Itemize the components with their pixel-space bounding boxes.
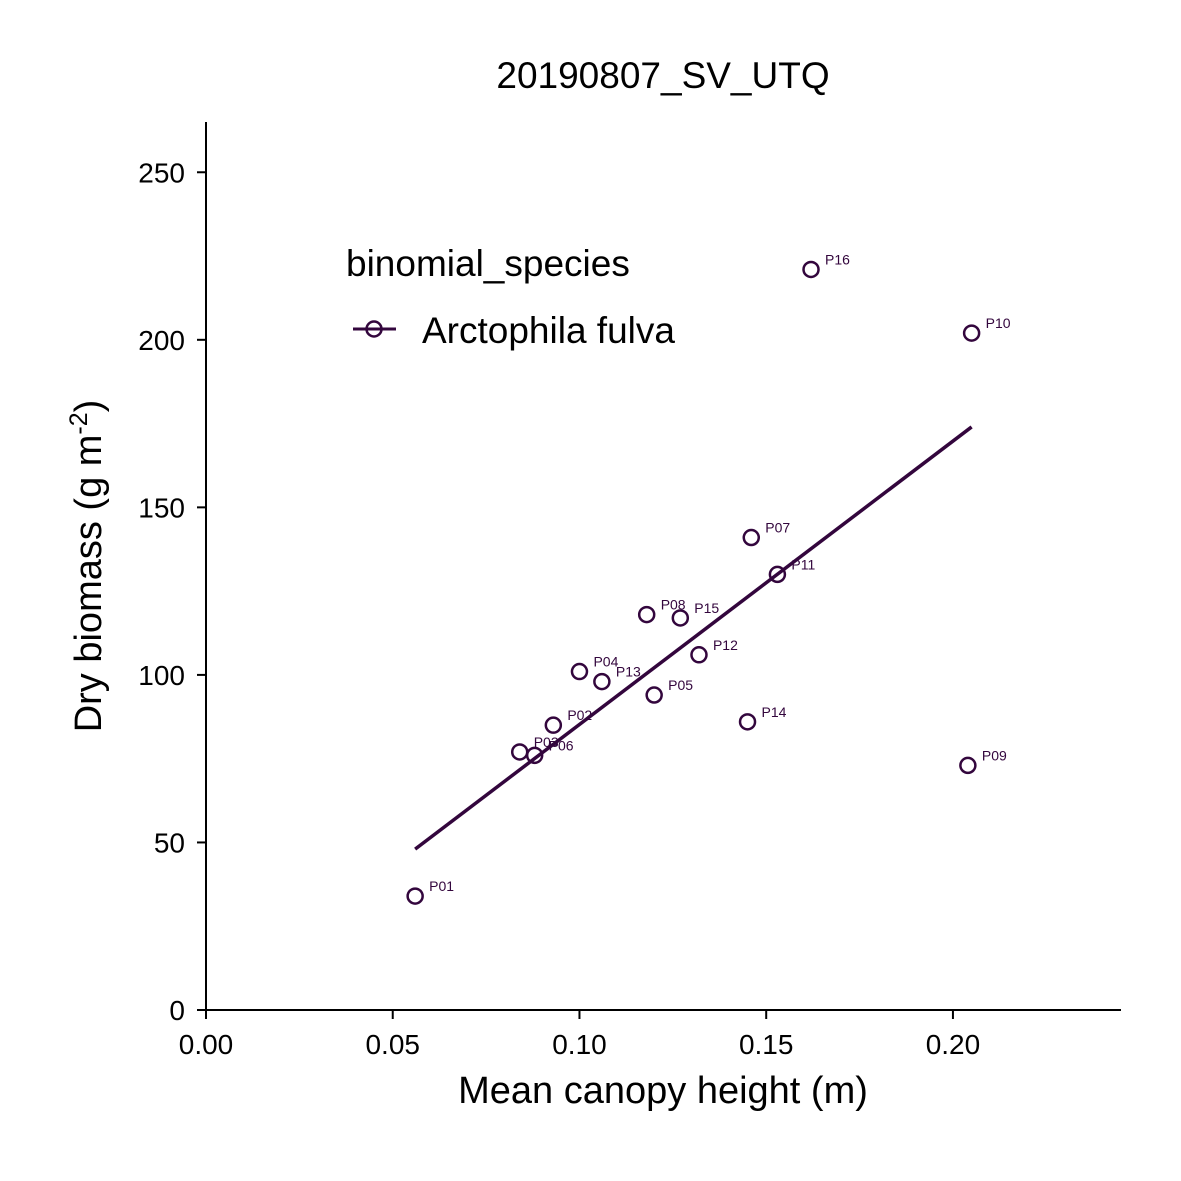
x-tick-label: 0.00: [179, 1029, 234, 1060]
point-label: P14: [762, 704, 787, 720]
legend-title: binomial_species: [346, 243, 630, 284]
legend-key-marker: [365, 320, 383, 338]
y-tick-label: 0: [169, 995, 185, 1026]
data-point: [802, 260, 820, 279]
point-label: P02: [567, 707, 592, 723]
y-ticks: 0 50 100 150 200 250: [138, 157, 206, 1026]
data-point: [570, 662, 589, 681]
data-point: [742, 528, 761, 547]
data-point: [959, 756, 977, 775]
y-tick-label: 50: [154, 827, 185, 858]
data-point: [690, 646, 708, 664]
data-point: [671, 609, 690, 627]
y-tick-label: 100: [138, 660, 185, 691]
y-tick-label: 150: [138, 492, 185, 523]
data-point: [525, 746, 544, 765]
x-axis-title: Mean canopy height (m): [458, 1070, 868, 1112]
x-tick-label: 0.20: [926, 1029, 981, 1060]
regression-line: [414, 425, 973, 851]
fit-line-layer: [414, 425, 973, 851]
legend: binomial_species Arctophila fulva: [346, 243, 675, 351]
y-axis-title-close: ): [68, 400, 110, 413]
chart-title: 20190807_SV_UTQ: [496, 55, 829, 96]
point-label: P13: [616, 664, 641, 680]
y-tick-label: 200: [138, 325, 185, 356]
y-axis-title-main: Dry biomass (g m: [68, 435, 110, 733]
x-ticks: 0.00 0.05 0.10 0.15 0.20: [179, 1010, 980, 1060]
x-tick-label: 0.15: [739, 1029, 794, 1060]
data-point: [645, 686, 663, 704]
point-label: P11: [791, 556, 815, 572]
data-point: [593, 672, 611, 691]
point-label: P15: [694, 600, 719, 616]
data-point: [510, 743, 529, 761]
y-tick-label: 250: [138, 157, 185, 188]
point-label: P07: [765, 520, 790, 536]
point-label: P09: [982, 747, 1007, 763]
data-point: [962, 324, 981, 342]
point-label: P01: [429, 878, 454, 894]
data-point: [637, 605, 656, 624]
legend-entry-label: Arctophila fulva: [422, 310, 675, 351]
x-tick-label: 0.10: [552, 1029, 607, 1060]
points-layer: P01 P02 P03 P04 P05 P06 P07 P08 P09 P10 P11 P12 P13 P…: [406, 251, 1011, 905]
point-label: P08: [661, 597, 686, 613]
data-point: [738, 713, 757, 731]
point-label: P05: [668, 677, 693, 693]
y-axis-title: Dry biomass (g m-2): [65, 400, 110, 733]
data-point: [406, 887, 424, 905]
data-point: [544, 716, 563, 734]
point-label: P12: [713, 637, 738, 653]
axes: [205, 122, 1121, 1011]
y-axis-title-sup: -2: [65, 412, 93, 434]
data-point: [768, 565, 787, 584]
point-label: P10: [986, 315, 1011, 331]
point-label: P06: [549, 737, 574, 753]
point-label: P04: [593, 654, 618, 670]
point-label: P03: [534, 734, 559, 750]
point-label: P16: [825, 251, 850, 267]
x-tick-label: 0.05: [365, 1029, 420, 1060]
